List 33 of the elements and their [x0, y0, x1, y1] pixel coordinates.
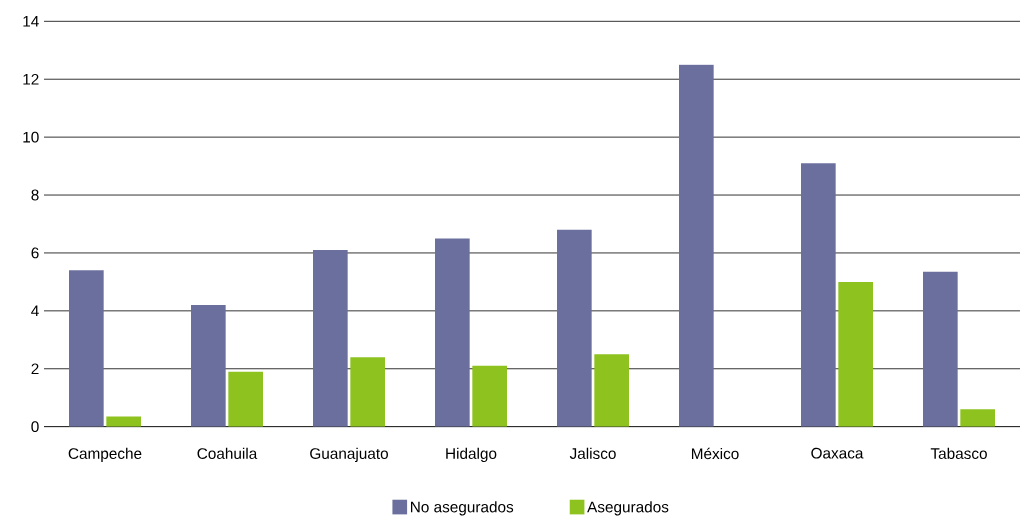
- y-tick-label: 10: [23, 131, 39, 143]
- y-tick-label: 14: [23, 16, 39, 27]
- x-tick-label: México: [691, 447, 739, 460]
- y-tick-label: 0: [31, 421, 39, 433]
- y-tick-label: 8: [31, 189, 39, 201]
- x-tick-label: Jalisco: [569, 447, 616, 460]
- legend-label: No asegurados: [411, 501, 514, 516]
- bar: [228, 371, 264, 427]
- bar: [350, 357, 385, 427]
- x-tick-label: Campeche: [68, 447, 142, 463]
- legend-label: Asegurados: [587, 501, 669, 516]
- bar: [435, 238, 470, 427]
- y-tick-label: 12: [23, 74, 39, 85]
- y-tick-label: 6: [31, 247, 39, 259]
- x-tick-label: Tabasco: [930, 447, 987, 460]
- bar: [679, 64, 714, 427]
- bar: [69, 270, 104, 427]
- x-tick-label: Oaxaca: [811, 447, 864, 459]
- bar: [106, 416, 142, 427]
- bar: [313, 250, 348, 427]
- x-tick-label: Guanajuato: [310, 447, 388, 463]
- y-tick-label: 4: [31, 305, 39, 317]
- bar: [801, 163, 836, 427]
- x-tick-label: Hidalgo: [446, 447, 497, 463]
- bar: [960, 409, 995, 427]
- bar: [923, 271, 958, 427]
- y-tick-label: 2: [31, 363, 39, 375]
- bar: [191, 305, 226, 427]
- x-tick-label: Coahuila: [197, 447, 258, 460]
- bar: [594, 354, 630, 427]
- bar: [472, 366, 507, 427]
- bar: [838, 282, 873, 427]
- bar: [557, 229, 592, 427]
